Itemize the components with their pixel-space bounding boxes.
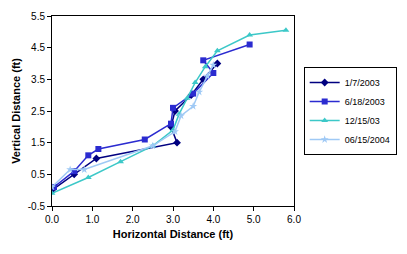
svg-text:06/15/2004: 06/15/2004 [345, 135, 390, 145]
svg-text:4.5: 4.5 [31, 42, 45, 53]
svg-text:Vertical Distance (ft): Vertical Distance (ft) [10, 58, 22, 164]
svg-text:6.0: 6.0 [287, 214, 301, 225]
svg-text:4.0: 4.0 [206, 214, 220, 225]
svg-text:5.0: 5.0 [247, 214, 261, 225]
svg-text:2.0: 2.0 [126, 214, 140, 225]
svg-text:2.5: 2.5 [31, 106, 45, 117]
svg-text:0.0: 0.0 [45, 214, 59, 225]
svg-text:0.5: 0.5 [31, 169, 45, 180]
svg-text:1.5: 1.5 [31, 137, 45, 148]
svg-text:3.5: 3.5 [31, 74, 45, 85]
svg-text:12/15/03: 12/15/03 [345, 116, 380, 126]
svg-text:5.5: 5.5 [31, 11, 45, 22]
svg-text:-0.5: -0.5 [28, 201, 46, 212]
svg-text:Horizontal Distance (ft): Horizontal Distance (ft) [113, 228, 234, 240]
svg-text:1.0: 1.0 [85, 214, 99, 225]
svg-text:3.0: 3.0 [166, 214, 180, 225]
svg-text:1/7/2003: 1/7/2003 [345, 78, 380, 88]
svg-text:6/18/2003: 6/18/2003 [345, 97, 385, 107]
